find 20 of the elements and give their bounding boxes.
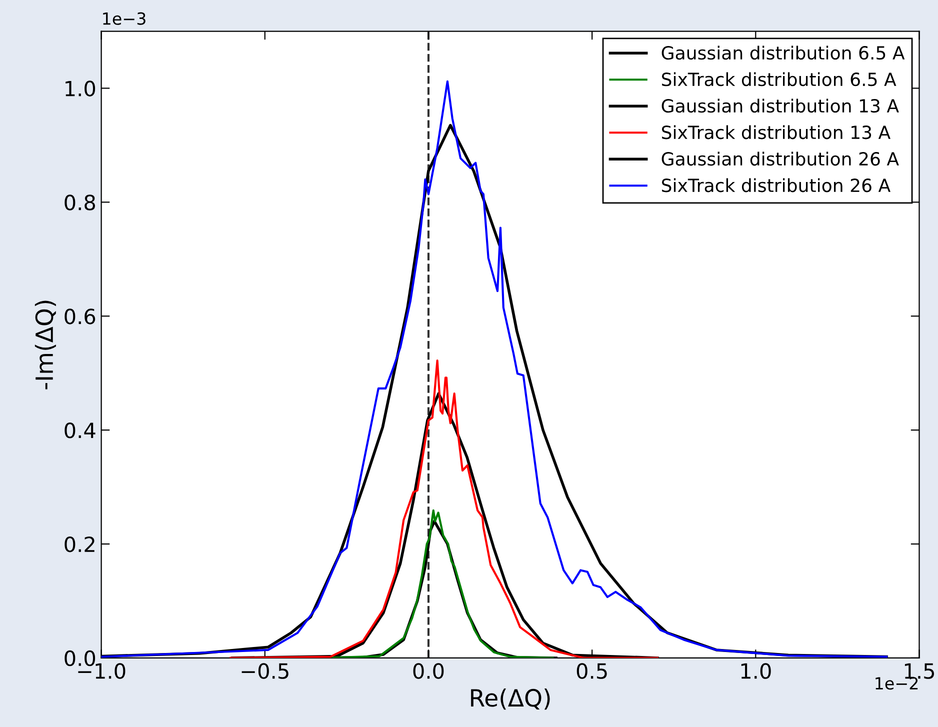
y-tick-label: 0.8 [64, 194, 96, 210]
y-axis-title: -Im(ΔQ) [34, 300, 56, 390]
legend-label: SixTrack distribution 13 A [662, 125, 890, 140]
text: 1e−2 [876, 677, 918, 690]
legend-label: Gaussian distribution 13 A [662, 98, 899, 113]
legend-label: Gaussian distribution 26 A [662, 152, 899, 166]
x-tick-label: 0.5 [576, 663, 607, 679]
y-tick-label: 0.4 [64, 422, 96, 438]
y-tick-label: 1.0 [66, 80, 96, 96]
legend-label: SixTrack distribution 6.5 A [662, 72, 896, 86]
x-tick-label: 0.0 [413, 663, 444, 679]
x-tick-label: 1.5 [904, 663, 934, 679]
y-tick-label: 0.6 [64, 308, 96, 324]
x-axis-title: Re(ΔQ) [471, 688, 550, 710]
legend-label: Gaussian distribution 6.5 A [662, 46, 905, 60]
x-tick-label: −0.5 [242, 663, 288, 679]
text: 1e−3 [103, 12, 146, 25]
x-tick-label: 1.0 [741, 663, 771, 679]
legend-label: SixTrack distribution 26 A [662, 178, 890, 192]
y-tick-label: 0.2 [64, 536, 94, 552]
